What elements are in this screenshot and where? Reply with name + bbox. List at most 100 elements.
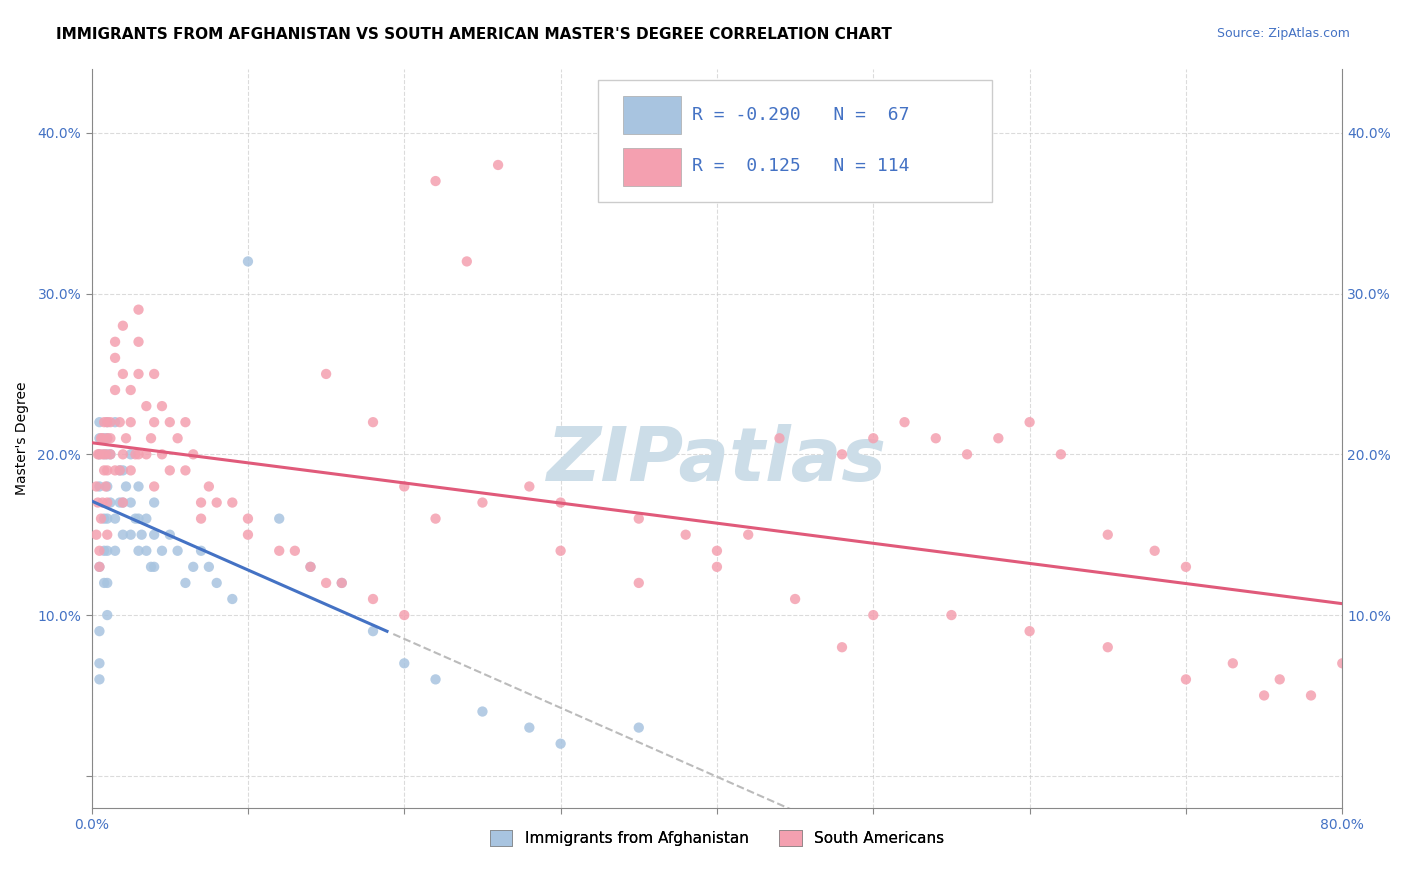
Text: R = -0.290   N =  67: R = -0.290 N = 67 [692, 106, 910, 124]
Point [159, 527, 181, 541]
Point [91, 495, 114, 509]
Point [93, 463, 115, 477]
Point [198, 479, 221, 493]
Point [330, 576, 353, 591]
Point [111, 495, 134, 509]
Point [135, 511, 157, 525]
Point [111, 527, 134, 541]
Point [108, 463, 131, 477]
Point [128, 543, 150, 558]
Point [517, 721, 540, 735]
Text: R =  0.125   N = 114: R = 0.125 N = 114 [692, 157, 910, 176]
Point [104, 463, 127, 477]
Point [89, 673, 111, 687]
Point [96, 479, 118, 493]
Point [862, 431, 884, 445]
Point [315, 367, 337, 381]
Point [89, 447, 111, 461]
Point [104, 334, 127, 349]
Point [128, 302, 150, 317]
Point [361, 624, 384, 639]
Point [166, 431, 188, 445]
Point [284, 543, 307, 558]
Point [128, 334, 150, 349]
Point [128, 511, 150, 525]
Point [768, 431, 790, 445]
Point [104, 383, 127, 397]
Point [517, 479, 540, 493]
Point [150, 447, 173, 461]
Point [456, 254, 478, 268]
Point [361, 415, 384, 429]
Point [139, 559, 162, 574]
Point [93, 511, 115, 525]
Point [96, 543, 118, 558]
Point [94, 447, 117, 461]
Point [190, 543, 212, 558]
Point [96, 447, 118, 461]
Point [143, 367, 166, 381]
Point [1253, 689, 1275, 703]
Point [135, 447, 157, 461]
Point [627, 721, 650, 735]
Point [91, 431, 114, 445]
Point [627, 576, 650, 591]
Point [181, 559, 204, 574]
Point [100, 447, 122, 461]
Point [96, 431, 118, 445]
Point [150, 543, 173, 558]
Point [1268, 673, 1291, 687]
Point [159, 415, 181, 429]
Point [198, 559, 221, 574]
Point [1174, 673, 1197, 687]
Point [956, 447, 979, 461]
Point [115, 431, 138, 445]
FancyBboxPatch shape [623, 148, 681, 186]
Point [96, 576, 118, 591]
Point [1222, 657, 1244, 671]
Point [100, 495, 122, 509]
Point [361, 592, 384, 607]
Point [111, 495, 134, 509]
Point [104, 415, 127, 429]
Point [115, 479, 138, 493]
Point [93, 447, 115, 461]
Point [124, 511, 146, 525]
Point [124, 447, 146, 461]
Point [550, 495, 572, 509]
Point [93, 576, 115, 591]
Point [394, 608, 416, 623]
Text: IMMIGRANTS FROM AFGHANISTAN VS SOUTH AMERICAN MASTER'S DEGREE CORRELATION CHART: IMMIGRANTS FROM AFGHANISTAN VS SOUTH AME… [56, 27, 893, 42]
Point [831, 640, 853, 655]
Point [150, 399, 173, 413]
Point [425, 673, 447, 687]
Point [675, 527, 697, 541]
Point [1331, 657, 1354, 671]
Point [108, 495, 131, 509]
Point [627, 511, 650, 525]
Point [87, 447, 110, 461]
Point [111, 367, 134, 381]
Point [236, 254, 259, 268]
Point [236, 527, 259, 541]
Point [1143, 543, 1166, 558]
Y-axis label: Master's Degree: Master's Degree [15, 382, 30, 495]
Point [174, 576, 197, 591]
Point [143, 415, 166, 429]
Point [93, 543, 115, 558]
Point [87, 495, 110, 509]
Point [96, 495, 118, 509]
Point [143, 479, 166, 493]
Point [120, 447, 142, 461]
Point [205, 576, 228, 591]
Point [299, 559, 322, 574]
Point [159, 463, 181, 477]
Point [111, 318, 134, 333]
Point [862, 608, 884, 623]
Point [100, 431, 122, 445]
Point [143, 495, 166, 509]
Point [143, 559, 166, 574]
Point [1018, 624, 1040, 639]
Point [135, 399, 157, 413]
Point [1299, 689, 1322, 703]
